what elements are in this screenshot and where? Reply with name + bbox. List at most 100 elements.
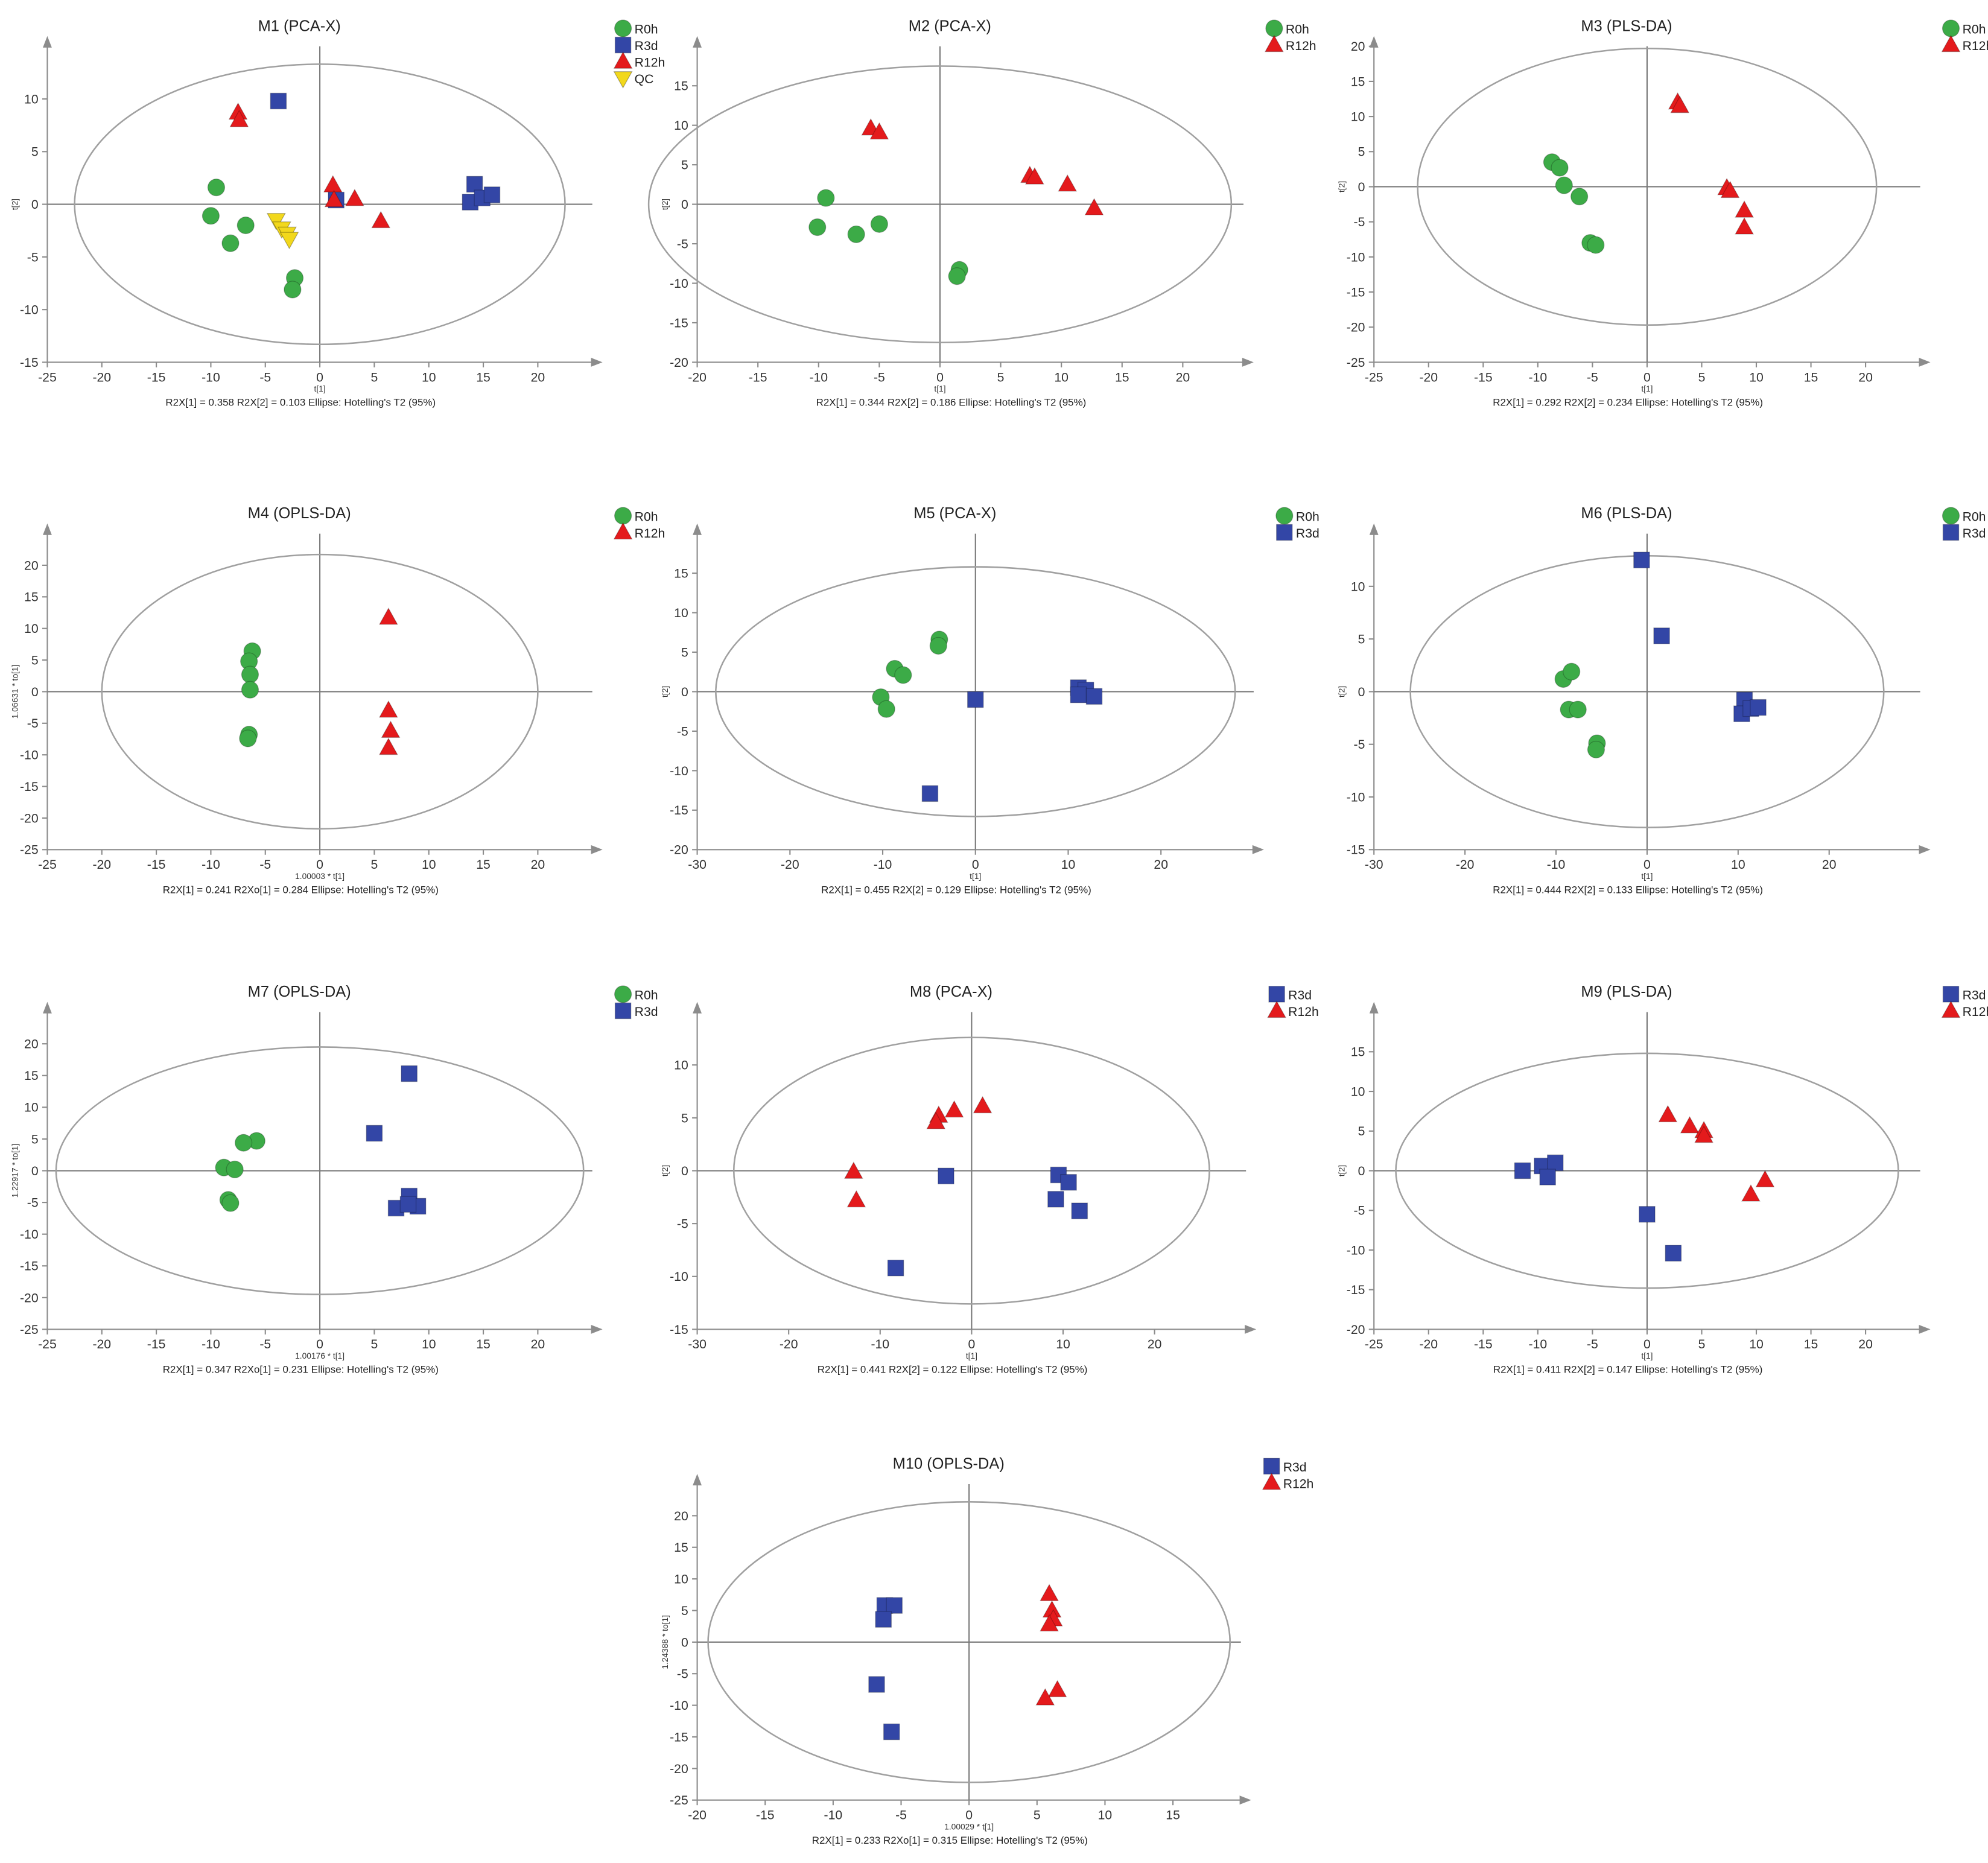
- x-tick-label: -25: [1365, 370, 1383, 384]
- series-r12h: [1668, 92, 1755, 235]
- y-tick-label: 5: [1358, 1125, 1365, 1138]
- data-point-r0h: [894, 666, 912, 684]
- y-tick-label: 5: [681, 1604, 688, 1618]
- y-tick-label: -25: [20, 843, 39, 857]
- data-point-r12h: [1694, 1125, 1714, 1143]
- legend-label-r0h: R0h: [1286, 23, 1309, 37]
- y-tick-label: 20: [24, 1038, 39, 1052]
- y-tick-label: 0: [681, 1636, 688, 1649]
- chart-footer: R2X[1] = 0.441 R2X[2] = 0.122 Ellipse: H…: [818, 1364, 1088, 1376]
- legend: R3d R12h: [1941, 986, 1988, 1019]
- x-tick-label: 0: [936, 370, 944, 384]
- y-tick-label: -15: [670, 804, 688, 817]
- x-tick-label: -25: [1365, 1338, 1383, 1351]
- x-tick-label: 10: [422, 858, 436, 872]
- data-point-r12h: [1040, 1614, 1059, 1632]
- data-point-r12h: [378, 607, 398, 625]
- legend-label-r12h: R12h: [1963, 39, 1988, 53]
- y-tick-label: 0: [681, 1164, 688, 1178]
- x-tick-label: -10: [871, 1338, 889, 1351]
- y-tick-label: 5: [1358, 145, 1365, 159]
- y-tick-label: 15: [1351, 1046, 1365, 1059]
- legend-label-r12h: R12h: [1286, 39, 1316, 53]
- data-point-r3d: [466, 176, 483, 193]
- y-axis-label: t[2]: [661, 1165, 670, 1176]
- data-point-r3d: [1514, 1162, 1531, 1179]
- chart-title: M4 (OPLS-DA): [248, 505, 351, 522]
- y-tick-label: 10: [674, 1059, 688, 1073]
- legend: R3d R12h: [1262, 1458, 1313, 1491]
- legend: R0h R12h: [613, 507, 665, 541]
- data-point-r12h: [324, 189, 344, 208]
- data-point-qc: [266, 213, 286, 230]
- hotelling-ellipse: [647, 65, 1233, 343]
- data-point-r12h: [846, 1190, 866, 1208]
- y-axis-arrow: [693, 36, 702, 48]
- series-r12h: [1035, 1584, 1067, 1706]
- hotelling-ellipse: [55, 1046, 585, 1295]
- data-point-r0h: [1587, 236, 1605, 254]
- legend-marker-r0h: [1942, 19, 1960, 37]
- series-r0h: [1543, 153, 1605, 254]
- legend: R3d R12h: [1267, 986, 1319, 1019]
- x-axis-label: 1.00003 * t[1]: [295, 872, 345, 881]
- x-tick-label: 5: [371, 370, 378, 384]
- x-tick-label: 20: [1176, 370, 1190, 384]
- x-tick-label: 0: [316, 370, 323, 384]
- y-tick-label: 0: [31, 1164, 39, 1178]
- x-tick-label: -20: [780, 1338, 798, 1351]
- y-tick-label: -15: [670, 1323, 688, 1337]
- y-tick-label: -25: [670, 1794, 688, 1807]
- data-point-r12h: [1084, 198, 1104, 215]
- data-point-r12h: [323, 175, 343, 192]
- x-tick-label: -10: [1529, 370, 1548, 384]
- y-tick-label: -5: [1354, 215, 1365, 229]
- chart-title: M1 (PCA-X): [258, 17, 341, 34]
- y-tick-label: -10: [670, 764, 688, 778]
- x-tick-label: -5: [259, 370, 271, 384]
- data-point-r0h: [239, 729, 257, 747]
- x-tick-label: 10: [1749, 370, 1764, 384]
- y-axis-arrow: [693, 1001, 702, 1014]
- y-tick-label: 5: [681, 159, 688, 173]
- legend-label-r0h: R0h: [1963, 510, 1986, 524]
- legend-label-r0h: R0h: [1963, 23, 1986, 37]
- y-tick-label: 15: [674, 80, 688, 94]
- y-tick-label: 10: [24, 622, 39, 636]
- y-tick-label: 15: [24, 591, 39, 605]
- x-tick-label: 0: [1643, 1338, 1651, 1351]
- data-point-r12h: [378, 700, 398, 718]
- x-tick-label: -20: [92, 370, 111, 384]
- chart-m5: M5 (PCA-X)-30 -20 -10 0 10 20-20-15-10-505101…: [661, 505, 1320, 895]
- x-axis-arrow: [1245, 1325, 1257, 1334]
- y-tick-label: 0: [1358, 685, 1365, 699]
- x-tick-label: 15: [1804, 370, 1818, 384]
- data-point-r3d: [401, 1065, 418, 1082]
- y-tick-label: 15: [24, 1069, 39, 1083]
- x-tick-label: -10: [874, 858, 892, 872]
- x-tick-label: -5: [259, 1338, 271, 1351]
- data-point-r3d: [921, 785, 939, 802]
- chart-title: M9 (PLS-DA): [1581, 983, 1672, 1000]
- data-point-r12h: [843, 1161, 863, 1179]
- data-point-r0h: [202, 207, 220, 225]
- legend-label-r3d: R3d: [635, 1005, 658, 1019]
- x-tick-label: -15: [1474, 1338, 1493, 1351]
- y-tick-label: 20: [24, 559, 39, 573]
- data-point-r3d: [875, 1611, 892, 1628]
- x-axis-label: t[1]: [970, 872, 981, 881]
- x-tick-label: -15: [756, 1809, 775, 1823]
- x-tick-label: -10: [202, 1338, 220, 1351]
- hotelling-ellipse: [732, 1036, 1210, 1305]
- legend-marker-r12h: [1941, 1000, 1961, 1018]
- x-tick-label: 15: [1804, 1338, 1818, 1351]
- y-axis-arrow: [1369, 36, 1379, 48]
- data-point-r12h: [1720, 180, 1740, 198]
- x-tick-label: -15: [749, 370, 767, 384]
- data-point-r3d: [1047, 1191, 1064, 1208]
- y-tick-label: -5: [1354, 1204, 1365, 1218]
- x-tick-label: -5: [1587, 1338, 1598, 1351]
- hotelling-ellipse: [1417, 47, 1878, 326]
- data-point-r3d: [967, 691, 984, 708]
- x-axis-arrow: [1919, 358, 1931, 367]
